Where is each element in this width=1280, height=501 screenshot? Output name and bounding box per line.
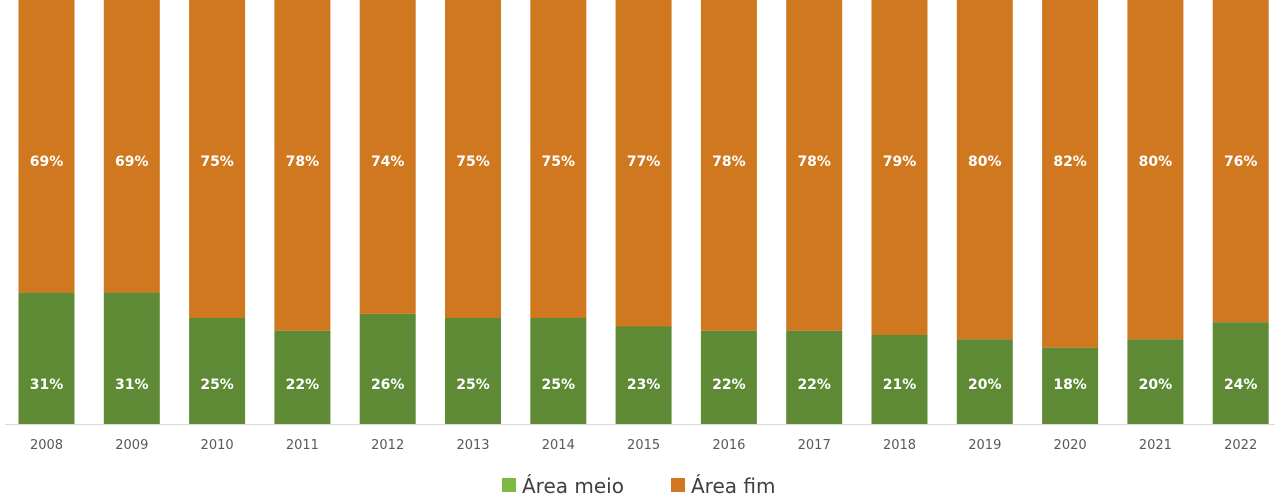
x-tick-label-2009: 2009 <box>115 438 148 453</box>
x-tick-label-2008: 2008 <box>30 438 63 453</box>
data-label-area-fim-2014: 75% <box>542 154 576 170</box>
bar-area-fim-2011 <box>274 0 331 331</box>
bar-area-meio-2013 <box>445 318 501 424</box>
x-tick-label-2013: 2013 <box>456 438 489 453</box>
x-tick-label-2011: 2011 <box>286 438 319 453</box>
bar-area-fim-2010 <box>189 0 246 318</box>
data-label-area-meio-2009: 31% <box>115 377 149 393</box>
bar-area-fim-2022 <box>1212 0 1269 323</box>
x-tick-labels: 2008 2009 2010 2011 2012 2013 2014 2015 2016 2017… <box>30 438 1257 453</box>
data-label-area-fim-2017: 78% <box>797 154 831 170</box>
bar-area-fim-2020 <box>1042 0 1099 348</box>
data-label-area-meio-2016: 22% <box>712 377 746 393</box>
data-label-area-meio-2011: 22% <box>286 377 320 393</box>
bar-area-meio-2020 <box>1042 347 1099 424</box>
bar-area-fim-2019 <box>956 0 1013 340</box>
data-label-area-meio-2019: 20% <box>968 377 1002 393</box>
x-tick-label-2022: 2022 <box>1224 438 1257 453</box>
data-label-area-meio-2013: 25% <box>456 377 490 393</box>
bar-area-fim-2021 <box>1127 0 1184 340</box>
data-label-area-fim-2016: 78% <box>712 154 746 170</box>
bar-area-fim-2018 <box>871 0 928 335</box>
legend-swatch-area-meio <box>502 478 516 492</box>
legend-label-area-fim: Área fim <box>691 474 775 498</box>
bar-area-meio-2019 <box>956 339 1013 424</box>
data-label-area-meio-2014: 25% <box>542 377 576 393</box>
bar-area-meio-2017 <box>786 330 843 424</box>
data-label-area-fim-2019: 80% <box>968 154 1002 170</box>
bar-area-meio-2016 <box>700 330 757 424</box>
data-label-area-meio-2018: 21% <box>883 377 917 393</box>
data-label-area-meio-2015: 23% <box>627 377 661 393</box>
data-label-area-meio-2010: 25% <box>200 377 234 393</box>
bar-area-meio-2011 <box>274 330 331 424</box>
legend-item-area-fim: Área fim <box>671 474 775 498</box>
x-tick-label-2018: 2018 <box>883 438 916 453</box>
bar-area-meio-2010 <box>189 318 246 424</box>
data-label-area-fim-2008: 69% <box>30 154 64 170</box>
bars-group: 31% 69% 31% 69% 25% 75% 22% 78% 26% 74% 25% 75% 25% 7… <box>18 0 1269 424</box>
data-label-area-meio-2021: 20% <box>1139 377 1173 393</box>
data-label-area-meio-2020: 18% <box>1053 377 1087 393</box>
bar-area-meio-2014 <box>530 318 587 424</box>
legend-item-area-meio: Área meio <box>502 474 624 498</box>
bar-area-meio-2008 <box>18 292 75 424</box>
bar-area-fim-2009 <box>103 0 160 293</box>
data-label-area-fim-2022: 76% <box>1224 154 1258 170</box>
bar-area-meio-2022 <box>1212 322 1269 424</box>
legend: Área meio Área fim <box>502 474 775 498</box>
data-label-area-fim-2009: 69% <box>115 154 149 170</box>
bar-area-fim-2016 <box>700 0 757 331</box>
x-tick-label-2010: 2010 <box>201 438 234 453</box>
x-tick-label-2017: 2017 <box>798 438 831 453</box>
data-label-area-fim-2012: 74% <box>371 154 405 170</box>
data-label-area-fim-2011: 78% <box>286 154 320 170</box>
bar-area-fim-2014 <box>530 0 587 318</box>
x-tick-label-2020: 2020 <box>1054 438 1087 453</box>
data-label-area-fim-2021: 80% <box>1139 154 1173 170</box>
data-label-area-fim-2010: 75% <box>200 154 234 170</box>
data-label-area-fim-2015: 77% <box>627 154 661 170</box>
legend-label-area-meio: Área meio <box>522 474 624 498</box>
x-tick-label-2019: 2019 <box>968 438 1001 453</box>
bar-area-meio-2012 <box>359 313 416 424</box>
legend-swatch-area-fim <box>671 478 685 492</box>
data-label-area-fim-2020: 82% <box>1053 154 1087 170</box>
data-label-area-meio-2022: 24% <box>1224 377 1258 393</box>
bar-area-meio-2021 <box>1127 339 1184 424</box>
bar-area-fim-2012 <box>359 0 416 314</box>
bar-area-meio-2009 <box>103 292 160 424</box>
x-tick-label-2016: 2016 <box>712 438 745 453</box>
data-label-area-meio-2017: 22% <box>797 377 831 393</box>
bar-area-meio-2015 <box>615 326 672 424</box>
x-tick-label-2014: 2014 <box>542 438 575 453</box>
bar-area-fim-2015 <box>615 0 672 327</box>
data-label-area-fim-2013: 75% <box>456 154 490 170</box>
data-label-area-fim-2018: 79% <box>883 154 917 170</box>
data-label-area-meio-2008: 31% <box>30 377 64 393</box>
bar-area-fim-2013 <box>445 0 501 318</box>
x-tick-label-2015: 2015 <box>627 438 660 453</box>
data-label-area-meio-2012: 26% <box>371 377 405 393</box>
x-tick-label-2021: 2021 <box>1139 438 1172 453</box>
bar-area-meio-2018 <box>871 335 928 424</box>
bar-area-fim-2008 <box>18 0 75 293</box>
x-tick-label-2012: 2012 <box>371 438 404 453</box>
bar-area-fim-2017 <box>786 0 843 331</box>
